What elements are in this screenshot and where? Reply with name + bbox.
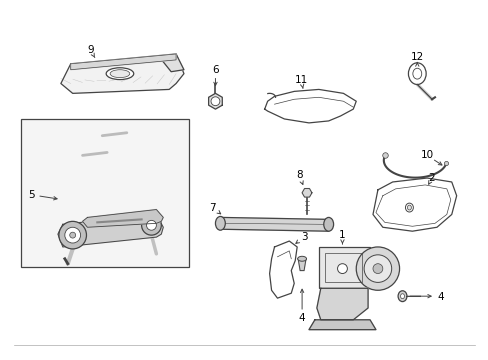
- Text: 12: 12: [410, 52, 423, 62]
- Ellipse shape: [407, 205, 410, 210]
- Text: 4: 4: [298, 313, 305, 323]
- Ellipse shape: [400, 294, 404, 299]
- Circle shape: [65, 227, 81, 243]
- Polygon shape: [58, 215, 163, 247]
- Bar: [21, 119, 188, 267]
- Circle shape: [70, 232, 76, 238]
- Polygon shape: [302, 189, 311, 197]
- Text: 11: 11: [294, 75, 307, 85]
- Polygon shape: [298, 259, 305, 271]
- Circle shape: [372, 264, 382, 274]
- Polygon shape: [208, 93, 222, 109]
- Circle shape: [364, 255, 391, 282]
- Text: 1: 1: [339, 230, 345, 240]
- Polygon shape: [220, 217, 328, 231]
- Text: 2: 2: [428, 173, 434, 183]
- Polygon shape: [316, 288, 367, 320]
- Text: 7: 7: [209, 203, 215, 212]
- Polygon shape: [308, 320, 375, 330]
- Text: 4: 4: [436, 292, 443, 302]
- Bar: [324, 253, 362, 282]
- Ellipse shape: [106, 68, 133, 80]
- Ellipse shape: [110, 70, 129, 78]
- Circle shape: [146, 220, 156, 230]
- Circle shape: [59, 221, 86, 249]
- Ellipse shape: [323, 217, 333, 231]
- Circle shape: [142, 215, 161, 235]
- Polygon shape: [264, 89, 356, 123]
- Text: 5: 5: [28, 190, 35, 200]
- Polygon shape: [372, 178, 456, 231]
- Ellipse shape: [215, 216, 225, 230]
- Text: 6: 6: [212, 65, 218, 75]
- Text: 3: 3: [300, 232, 307, 242]
- Ellipse shape: [407, 63, 425, 85]
- Polygon shape: [269, 241, 297, 298]
- Circle shape: [211, 97, 220, 106]
- Text: 10: 10: [420, 150, 433, 161]
- Text: 9: 9: [87, 45, 94, 55]
- Polygon shape: [71, 54, 176, 70]
- Text: 8: 8: [295, 170, 302, 180]
- Bar: [318, 247, 369, 288]
- Polygon shape: [61, 54, 183, 93]
- Circle shape: [337, 264, 346, 274]
- Polygon shape: [82, 210, 163, 227]
- Ellipse shape: [412, 68, 421, 79]
- Circle shape: [356, 247, 399, 290]
- Ellipse shape: [297, 256, 306, 261]
- Ellipse shape: [405, 203, 412, 212]
- Polygon shape: [156, 54, 183, 72]
- Ellipse shape: [397, 291, 406, 302]
